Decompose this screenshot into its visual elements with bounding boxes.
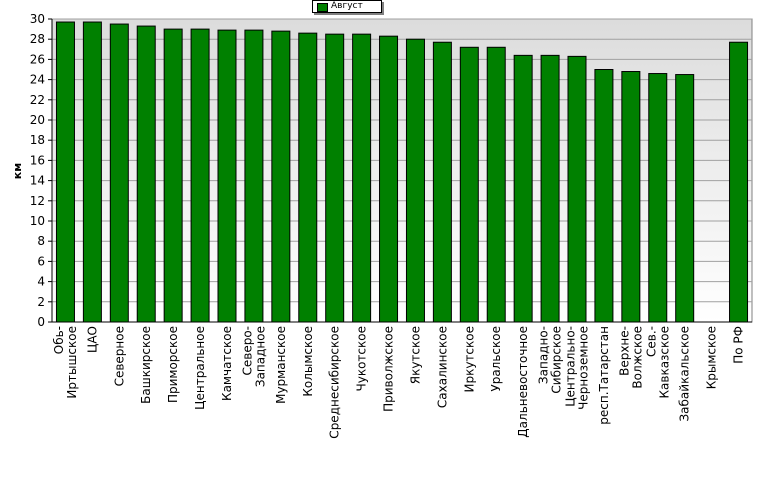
bar bbox=[136, 25, 156, 323]
y-tick-label: 24 bbox=[30, 73, 45, 87]
x-tick-label: Волжское bbox=[630, 326, 644, 389]
bar bbox=[567, 55, 587, 323]
x-tick-label: Среднесибирское bbox=[328, 326, 342, 439]
legend: Август bbox=[312, 0, 382, 13]
x-tick-label: Западно- bbox=[537, 326, 551, 384]
bar bbox=[540, 54, 560, 323]
x-tick-label: Центрально- bbox=[564, 326, 578, 407]
bar bbox=[486, 46, 506, 323]
bar bbox=[82, 21, 102, 323]
y-tick-label: 8 bbox=[37, 234, 45, 248]
y-tick-label: 22 bbox=[30, 93, 45, 107]
x-tick-label: Сахалинское bbox=[435, 326, 449, 408]
y-tick-label: 30 bbox=[30, 12, 45, 26]
bar bbox=[648, 73, 668, 323]
y-tick-label: 6 bbox=[37, 254, 45, 268]
x-tick-label: Уральское bbox=[489, 326, 503, 392]
y-axis-label: км bbox=[11, 163, 24, 179]
y-tick-label: 26 bbox=[30, 52, 45, 66]
x-tick-label: Сибирское bbox=[550, 326, 564, 394]
bar bbox=[55, 21, 75, 323]
x-tick-label: Верхне- bbox=[617, 326, 631, 376]
y-tick-label: 18 bbox=[30, 133, 45, 147]
x-tick-label: Иртышское bbox=[65, 326, 79, 399]
x-tick-label: Западное bbox=[253, 326, 267, 387]
x-tick-label: ЦАО bbox=[85, 326, 99, 353]
x-tick-label: Черноземное bbox=[577, 326, 591, 410]
x-tick-label: Колымское bbox=[301, 326, 315, 397]
y-tick-label: 10 bbox=[30, 214, 45, 228]
bar bbox=[729, 41, 749, 323]
bar bbox=[325, 33, 345, 323]
bar bbox=[594, 69, 614, 323]
bar bbox=[675, 74, 695, 323]
x-tick-label: Центральное bbox=[193, 326, 207, 410]
bar bbox=[459, 46, 479, 323]
y-tick-label: 12 bbox=[30, 194, 45, 208]
bar bbox=[163, 28, 183, 323]
x-tick-label: По РФ bbox=[732, 326, 746, 364]
x-tick-label: респ.Татарстан bbox=[597, 326, 611, 425]
x-tick-label: Кавказское bbox=[657, 326, 671, 399]
bar bbox=[190, 28, 210, 323]
x-tick-label: Якутское bbox=[408, 326, 422, 384]
plot-area bbox=[51, 18, 753, 323]
x-tick-label: Башкирское bbox=[139, 326, 153, 404]
bar bbox=[405, 38, 425, 323]
bar bbox=[513, 54, 533, 323]
y-tick-label: 28 bbox=[30, 32, 45, 46]
x-tick-label: Крымское bbox=[705, 326, 719, 389]
x-tick-label: Камчатское bbox=[220, 326, 234, 401]
x-tick-label: Северное bbox=[112, 326, 126, 386]
bars bbox=[55, 21, 749, 323]
bar bbox=[244, 29, 264, 323]
bar bbox=[298, 32, 318, 323]
x-tick-label: Приморское bbox=[166, 326, 180, 403]
y-tick-label: 14 bbox=[30, 174, 45, 188]
y-tick-label: 16 bbox=[30, 153, 45, 167]
legend-label: Август bbox=[331, 1, 363, 11]
y-tick-label: 2 bbox=[37, 295, 45, 309]
x-tick-label: Чукотское bbox=[355, 326, 369, 391]
bar bbox=[109, 23, 129, 323]
x-tick-label: Приволжское bbox=[382, 326, 396, 412]
x-tick-label: Мурманское bbox=[274, 326, 288, 404]
x-tick-label: Иркутское bbox=[462, 326, 476, 393]
bar bbox=[217, 29, 237, 323]
x-tick-label: Обь- bbox=[52, 326, 66, 354]
y-tick-label: 0 bbox=[37, 315, 45, 329]
bar bbox=[352, 33, 372, 323]
x-tick-label: Забайкальское bbox=[678, 326, 692, 422]
y-tick-label: 4 bbox=[37, 275, 45, 289]
x-tick-label: Сев.- bbox=[644, 326, 658, 357]
y-tick-label: 20 bbox=[30, 113, 45, 127]
bar bbox=[271, 30, 291, 323]
bar bbox=[379, 35, 399, 323]
x-tick-label: Дальневосточное bbox=[516, 326, 530, 438]
bar bbox=[621, 71, 641, 323]
legend-swatch bbox=[317, 3, 328, 12]
bar bbox=[432, 41, 452, 323]
x-axis: Обь- Иртышское ЦАО Северное Башкирское Примор… bbox=[52, 321, 752, 439]
x-tick-label: Северо- bbox=[240, 326, 254, 376]
